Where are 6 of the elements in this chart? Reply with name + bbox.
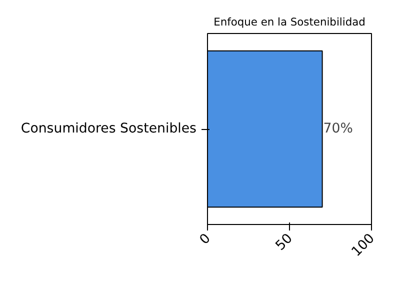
chart-title: Enfoque en la Sostenibilidad: [214, 16, 366, 28]
y-tick-label: Consumidores Sostenibles: [20, 122, 197, 136]
x-tick-label: 100: [349, 231, 378, 260]
x-tick-label: 50: [273, 231, 296, 254]
x-tick-label: 0: [197, 231, 214, 248]
data-label: 70%: [323, 122, 353, 136]
